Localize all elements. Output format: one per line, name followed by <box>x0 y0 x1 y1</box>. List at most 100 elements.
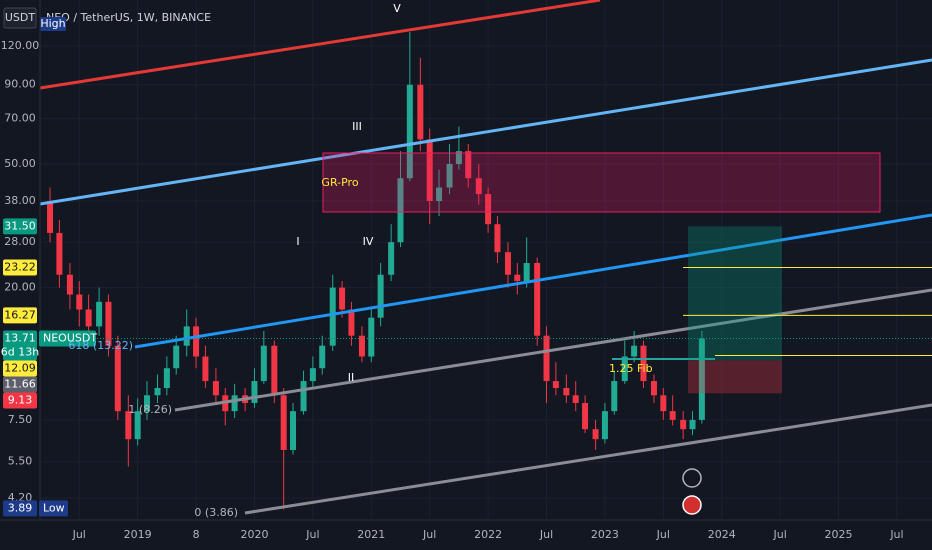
candle-body <box>582 402 589 430</box>
y-tick-label: 28.00 <box>4 235 36 248</box>
candle-body <box>114 345 121 412</box>
zone-label: GR-Pro <box>321 176 358 189</box>
candle-body <box>446 164 453 188</box>
x-tick-label: Jul <box>656 528 670 541</box>
x-tick-label: 2023 <box>591 528 619 541</box>
price-tag: Low <box>43 501 65 514</box>
candle-body <box>377 274 384 318</box>
wave-label: I <box>296 235 299 248</box>
trend-line <box>40 58 932 206</box>
candle-body <box>514 274 521 282</box>
candle-body <box>406 84 413 179</box>
candle-body <box>475 178 482 195</box>
y-tick-label: 50.00 <box>4 157 36 170</box>
drawings <box>40 0 932 515</box>
countdown: 6d 13h <box>1 346 39 359</box>
x-tick-label: 8 <box>193 528 200 541</box>
price-label-box <box>3 392 37 409</box>
x-tick-label: Jul <box>539 528 553 541</box>
axis-unit-box <box>3 7 37 29</box>
candle-body <box>300 381 307 412</box>
trend-line <box>174 288 932 412</box>
price-label-box <box>3 500 37 517</box>
fib-label: 1 (8.26) <box>128 403 172 416</box>
price-label-box <box>3 330 37 361</box>
candle-body <box>640 345 647 382</box>
chart-title: NEO / TetherUS, 1W, BINANCE <box>46 11 211 24</box>
candle-body <box>601 411 608 440</box>
x-tick-label: Jul <box>305 528 319 541</box>
candle-body <box>680 419 687 430</box>
candle-body <box>523 263 530 282</box>
trend-line <box>244 403 932 515</box>
x-tick-label: 2019 <box>124 528 152 541</box>
high-tag-box <box>40 17 66 31</box>
x-tick-label: Jul <box>72 528 86 541</box>
price-label: 12.09 <box>4 362 36 375</box>
candle-body <box>280 395 287 450</box>
price-tag-box <box>39 500 68 517</box>
candle-body <box>193 326 200 357</box>
candle-body <box>426 139 433 202</box>
candle-body <box>56 232 63 275</box>
y-tick-label: 70.00 <box>4 112 36 125</box>
candle-body <box>105 301 112 346</box>
candle-body <box>465 151 472 179</box>
candle-body <box>309 368 316 382</box>
candle-body <box>417 84 424 140</box>
event-icon[interactable] <box>682 495 702 515</box>
candle-body <box>358 335 365 357</box>
price-label: 3.89 <box>8 501 33 514</box>
candle-body <box>212 381 219 396</box>
candle-body <box>134 411 141 440</box>
candle-body <box>96 301 103 327</box>
candle-body <box>543 335 550 382</box>
trend-line <box>40 0 601 90</box>
price-label: 31.50 <box>4 219 36 232</box>
fib-label: 618 (13.22) <box>68 339 133 352</box>
x-tick-label: Jul <box>772 528 786 541</box>
trend-line <box>134 213 932 349</box>
y-tick-label: 90.00 <box>4 78 36 91</box>
wave-label: IV <box>363 235 374 248</box>
x-tick-label: 2025 <box>825 528 853 541</box>
candle-body <box>85 309 92 327</box>
price-label-box <box>3 218 37 235</box>
x-tick-label: 2024 <box>708 528 736 541</box>
axis-unit: USDT <box>5 11 36 24</box>
candle-body <box>339 287 346 310</box>
event-icon[interactable] <box>682 468 702 488</box>
candle-body <box>290 411 297 450</box>
price-tag: NEOUSDT <box>43 332 97 345</box>
candle-body <box>485 194 492 225</box>
candle-body <box>552 381 559 388</box>
y-tick-label: 7.50 <box>8 413 33 426</box>
fib-label: 0 (3.86) <box>194 506 238 519</box>
candle-body <box>154 387 161 396</box>
candle-body <box>66 274 73 295</box>
candle-body <box>698 338 705 420</box>
candle-body <box>125 411 132 440</box>
candle-body <box>534 263 541 336</box>
price-label: 9.13 <box>8 394 33 407</box>
candle-body <box>572 395 579 403</box>
candle-body <box>202 356 209 382</box>
candle-body <box>494 224 501 253</box>
candle-body <box>173 345 180 369</box>
high-tag: High <box>40 17 65 30</box>
candle-body <box>592 429 599 440</box>
candle-body <box>144 395 151 412</box>
wave-label: II <box>348 371 355 384</box>
candle-body <box>47 201 54 233</box>
wave-label: V <box>393 2 401 15</box>
candle-body <box>563 387 570 396</box>
x-tick-label: 2022 <box>474 528 502 541</box>
candle-body <box>388 242 395 275</box>
candle-body <box>271 345 278 396</box>
plot-area <box>40 0 932 520</box>
x-tick-label: 2021 <box>357 528 385 541</box>
y-tick-label: 38.00 <box>4 194 36 207</box>
zone-box <box>322 152 881 213</box>
